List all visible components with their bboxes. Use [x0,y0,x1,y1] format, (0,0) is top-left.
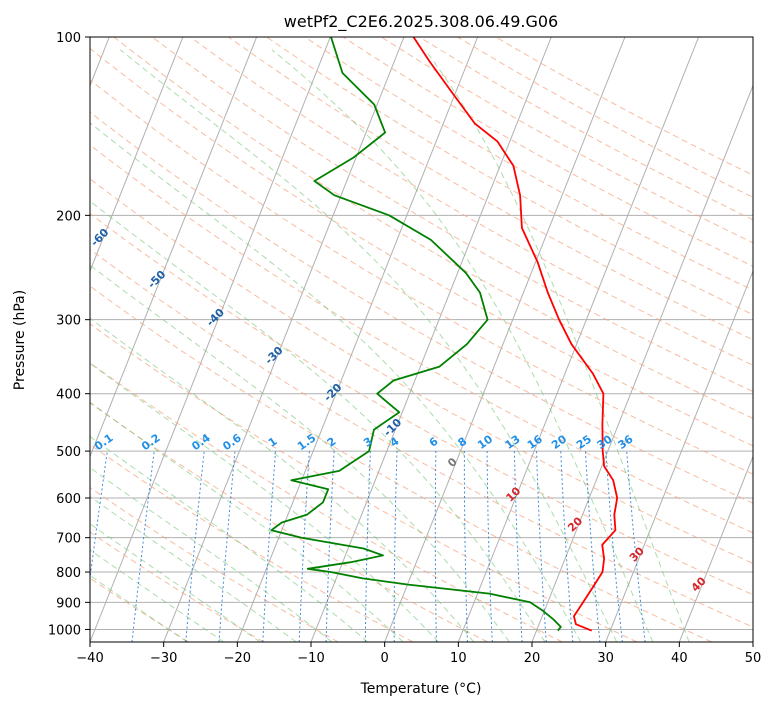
x-tick-label: 0 [381,651,389,666]
y-tick-label: 200 [56,209,81,224]
y-tick-label: 900 [56,596,81,611]
x-tick-label: 10 [450,651,467,666]
y-axis-label: Pressure (hPa) [12,290,28,390]
x-tick-label: −10 [297,651,324,666]
x-tick-label: −30 [150,651,177,666]
x-tick-label: −40 [76,651,103,666]
chart-title: wetPf2_C2E6.2025.308.06.49.G06 [284,12,558,32]
x-tick-label: −20 [224,651,251,666]
x-tick-label: 20 [524,651,541,666]
x-tick-label: 40 [671,651,688,666]
x-tick-label: 30 [597,651,614,666]
y-tick-label: 1000 [48,623,81,638]
y-tick-label: 700 [56,532,81,547]
y-tick-label: 300 [56,314,81,329]
y-tick-label: 600 [56,492,81,507]
y-tick-label: 500 [56,445,81,460]
y-tick-label: 400 [56,388,81,403]
y-tick-label: 100 [56,31,81,46]
y-tick-label: 800 [56,566,81,581]
x-tick-label: 50 [745,651,762,666]
x-axis-label: Temperature (°C) [360,681,482,697]
